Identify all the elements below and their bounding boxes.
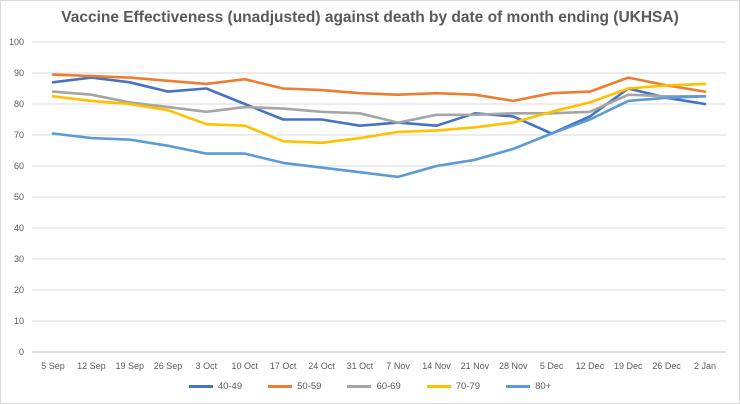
legend-label: 60-69 xyxy=(376,381,401,392)
series-line-60-69 xyxy=(51,90,707,124)
y-tick-label: 20 xyxy=(14,285,24,295)
x-tick-label: 24 Oct xyxy=(308,361,335,371)
x-tick-label: 14 Nov xyxy=(422,361,451,371)
legend-swatch xyxy=(347,385,372,388)
y-tick-label: 60 xyxy=(14,161,24,171)
gridlines xyxy=(32,41,726,353)
x-tick-label: 3 Oct xyxy=(196,361,218,371)
legend-item-50-59: 50-59 xyxy=(268,381,321,392)
x-tick-label: 7 Nov xyxy=(386,361,410,371)
x-tick-label: 26 Dec xyxy=(652,361,681,371)
chart-title: Vaccine Effectiveness (unadjusted) again… xyxy=(61,9,679,26)
legend-item-40-49: 40-49 xyxy=(188,381,243,392)
y-tick-label: 30 xyxy=(14,254,24,264)
series-line-40-49 xyxy=(51,76,707,135)
x-tick-label: 5 Dec xyxy=(540,361,564,371)
x-tick-label: 10 Oct xyxy=(232,361,259,371)
x-tick-label: 2 Jan xyxy=(694,361,716,371)
y-tick-label: 10 xyxy=(14,316,24,326)
legend: 40-49 50-59 60-69 70-79 80+ xyxy=(0,381,740,392)
legend-swatch xyxy=(268,385,293,388)
series-line-70-79 xyxy=(51,82,707,145)
x-axis-ticks: 5 Sep 12 Sep 19 Sep 26 Sep 3 Oct 10 Oct 17 Oct… xyxy=(41,361,716,371)
legend-item-60-69: 60-69 xyxy=(347,381,401,392)
y-tick-label: 40 xyxy=(14,223,24,233)
x-tick-label: 12 Dec xyxy=(576,361,605,371)
y-tick-label: 90 xyxy=(14,68,24,78)
legend-label: 80+ xyxy=(535,381,552,392)
legend-swatch xyxy=(506,385,531,388)
x-tick-label: 19 Dec xyxy=(614,361,643,371)
y-tick-label: 70 xyxy=(14,130,24,140)
x-tick-label: 26 Sep xyxy=(154,361,183,371)
legend-swatch xyxy=(426,385,451,388)
legend-label: 40-49 xyxy=(217,381,243,392)
x-tick-label: 5 Sep xyxy=(41,361,65,371)
legend-label: 70-79 xyxy=(455,381,481,392)
x-tick-label: 28 Nov xyxy=(499,361,528,371)
series-lines xyxy=(51,73,707,179)
y-tick-label: 80 xyxy=(14,99,24,109)
legend-item-70-79: 70-79 xyxy=(426,381,481,392)
legend-label: 50-59 xyxy=(297,381,322,392)
series-line-50-59 xyxy=(51,73,707,103)
y-tick-label: 0 xyxy=(19,347,24,357)
x-tick-label: 17 Oct xyxy=(270,361,297,371)
x-tick-label: 31 Oct xyxy=(347,361,374,371)
series-line-80+ xyxy=(51,95,707,179)
x-tick-label: 21 Nov xyxy=(461,361,490,371)
legend-swatch xyxy=(188,385,213,388)
y-tick-label: 100 xyxy=(9,37,24,47)
y-axis-ticks: 0 10 20 30 40 50 60 70 80 90 100 xyxy=(9,37,24,357)
legend-item-80+: 80+ xyxy=(506,381,551,392)
x-tick-label: 19 Sep xyxy=(115,361,144,371)
x-tick-label: 12 Sep xyxy=(77,361,106,371)
y-tick-label: 50 xyxy=(14,192,24,202)
